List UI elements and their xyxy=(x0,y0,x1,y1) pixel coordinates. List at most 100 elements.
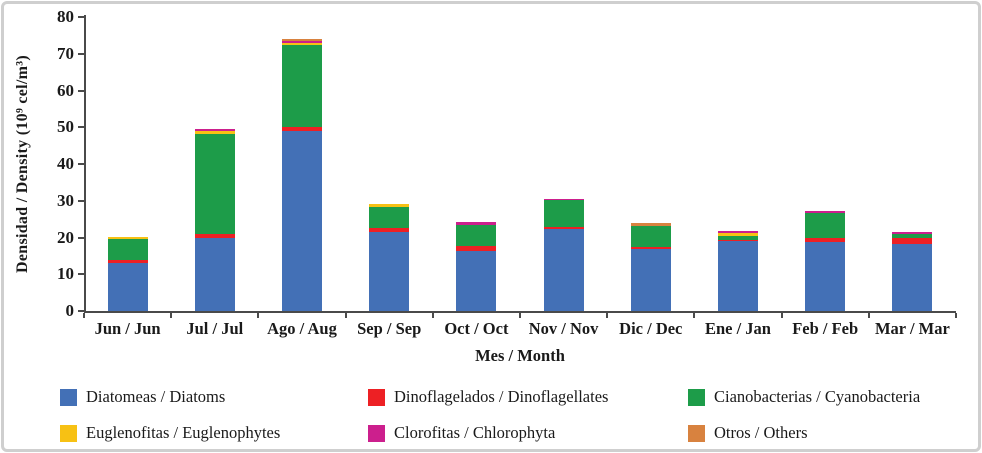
y-tick-mark xyxy=(78,52,85,55)
x-axis-title: Mes / Month xyxy=(475,346,565,365)
y-tick-label: 70 xyxy=(57,43,74,63)
legend-label-chlorophyta: Clorofitas / Chlorophyta xyxy=(394,423,556,442)
legend-swatch-others xyxy=(688,424,705,442)
x-category-label: Oct / Oct xyxy=(444,319,509,338)
bar-segment-cyanobacteria xyxy=(107,239,148,261)
bar-jun xyxy=(107,237,148,311)
legend-swatch-diatoms xyxy=(60,388,77,406)
bar-segment-euglenophytes xyxy=(369,204,410,208)
legend-item-dinoflagellates: Dinoflagelados / Dinoflagellates xyxy=(368,387,608,407)
y-tick-label: 0 xyxy=(65,301,75,320)
bar-oct xyxy=(456,222,497,311)
x-tick-mark xyxy=(344,313,347,318)
bar-segment-dinoflagellates xyxy=(369,228,410,232)
x-tick-mark xyxy=(955,313,957,318)
bar-segment-cyanobacteria xyxy=(718,236,758,241)
bar-segment-diatoms xyxy=(282,130,322,311)
y-tick-mark xyxy=(78,16,85,18)
bar-segment-chlorophyta xyxy=(892,232,933,235)
bar-segment-euglenophytes xyxy=(194,130,235,134)
bar-segment-diatoms xyxy=(456,251,497,311)
legend-label-diatoms: Diatomeas / Diatoms xyxy=(86,387,226,406)
y-tick-label: 80 xyxy=(57,7,74,26)
y-axis-title: Densidad / Density (10⁹ cel/m³) xyxy=(14,55,31,273)
y-tick-label: 50 xyxy=(57,117,74,137)
legend-label-euglenophytes: Euglenofitas / Euglenophytes xyxy=(86,423,281,442)
bar-segment-others xyxy=(282,39,322,42)
x-tick-mark xyxy=(780,313,783,318)
x-tick-mark xyxy=(606,313,609,318)
bar-segment-cyanobacteria xyxy=(892,234,933,239)
bar-mar xyxy=(892,232,933,311)
bar-segment-chlorophyta xyxy=(805,210,846,213)
x-tick-mark xyxy=(257,313,260,318)
y-tick-mark xyxy=(78,199,85,202)
bar-segment-diatoms xyxy=(107,263,148,311)
y-tick-label: 30 xyxy=(57,190,74,210)
y-axis-line xyxy=(84,15,86,313)
bar-segment-euglenophytes xyxy=(107,237,148,240)
y-tick-mark xyxy=(78,310,85,312)
bar-segment-dinoflagellates xyxy=(630,246,671,250)
x-axis-line xyxy=(84,311,956,313)
x-category-label: Ago / Aug xyxy=(267,319,337,338)
x-category-label: Dic / Dec xyxy=(619,319,683,338)
bar-segment-dinoflagellates xyxy=(107,260,148,264)
legend-item-diatoms: Diatomeas / Diatoms xyxy=(60,387,225,407)
bar-segment-dinoflagellates xyxy=(892,238,933,245)
bar-segment-diatoms xyxy=(805,242,846,311)
bar-segment-dinoflagellates xyxy=(456,246,497,252)
legend-label-cyanobacteria: Cianobacterias / Cyanobacteria xyxy=(714,387,921,406)
legend-item-cyanobacteria: Cianobacterias / Cyanobacteria xyxy=(688,387,920,407)
x-category-label: Jul / Jul xyxy=(186,319,244,338)
bar-ago xyxy=(282,39,322,311)
bar-segment-dinoflagellates xyxy=(718,240,758,242)
bar-dic xyxy=(630,222,671,311)
bar-segment-cyanobacteria xyxy=(630,225,671,247)
y-tick-mark xyxy=(78,89,85,92)
bar-segment-diatoms xyxy=(718,241,758,311)
y-tick-mark xyxy=(78,236,85,239)
bar-segment-others xyxy=(630,222,671,226)
bar-segment-chlorophyta xyxy=(282,41,322,44)
bar-segment-chlorophyta xyxy=(718,231,758,234)
bar-nov xyxy=(543,198,584,311)
y-tick-mark xyxy=(78,273,85,276)
bar-segment-cyanobacteria xyxy=(805,212,846,239)
legend-swatch-chlorophyta xyxy=(368,424,385,442)
bar-segment-diatoms xyxy=(369,232,410,311)
x-category-label: Ene / Jan xyxy=(704,319,771,338)
x-category-label: Nov / Nov xyxy=(528,319,599,338)
legend-swatch-dinoflagellates xyxy=(368,388,385,406)
x-category-label: Sep / Sep xyxy=(357,319,422,338)
x-tick-mark xyxy=(519,313,521,318)
legend-label-dinoflagellates: Dinoflagelados / Dinoflagellates xyxy=(394,387,609,406)
y-tick-label: 20 xyxy=(57,227,74,247)
legend-item-euglenophytes: Euglenofitas / Euglenophytes xyxy=(60,423,280,443)
x-tick-mark xyxy=(867,313,870,318)
bar-segment-diatoms xyxy=(194,237,235,311)
legend-swatch-euglenophytes xyxy=(60,424,77,442)
bar-ene xyxy=(718,231,758,311)
y-tick-mark xyxy=(78,163,85,165)
x-category-label: Feb / Feb xyxy=(792,319,859,338)
bar-segment-euglenophytes xyxy=(282,43,322,45)
y-tick-mark xyxy=(78,126,85,129)
y-tick-label: 60 xyxy=(57,80,74,100)
bar-segment-cyanobacteria xyxy=(369,207,410,229)
bar-segment-diatoms xyxy=(543,229,584,311)
x-tick-mark xyxy=(431,313,434,318)
bar-segment-euglenophytes xyxy=(718,233,758,237)
legend-item-chlorophyta: Clorofitas / Chlorophyta xyxy=(368,423,555,443)
bar-segment-chlorophyta xyxy=(194,129,235,131)
x-tick-mark xyxy=(693,313,696,318)
x-tick-mark xyxy=(83,313,85,318)
bar-jul xyxy=(194,129,235,311)
x-category-label: Mar / Mar xyxy=(874,319,950,338)
bar-segment-cyanobacteria xyxy=(194,133,235,234)
legend-item-others: Otros / Others xyxy=(688,423,808,443)
bar-segment-diatoms xyxy=(630,249,671,311)
bar-segment-cyanobacteria xyxy=(282,44,322,128)
bar-segment-chlorophyta xyxy=(543,198,584,201)
